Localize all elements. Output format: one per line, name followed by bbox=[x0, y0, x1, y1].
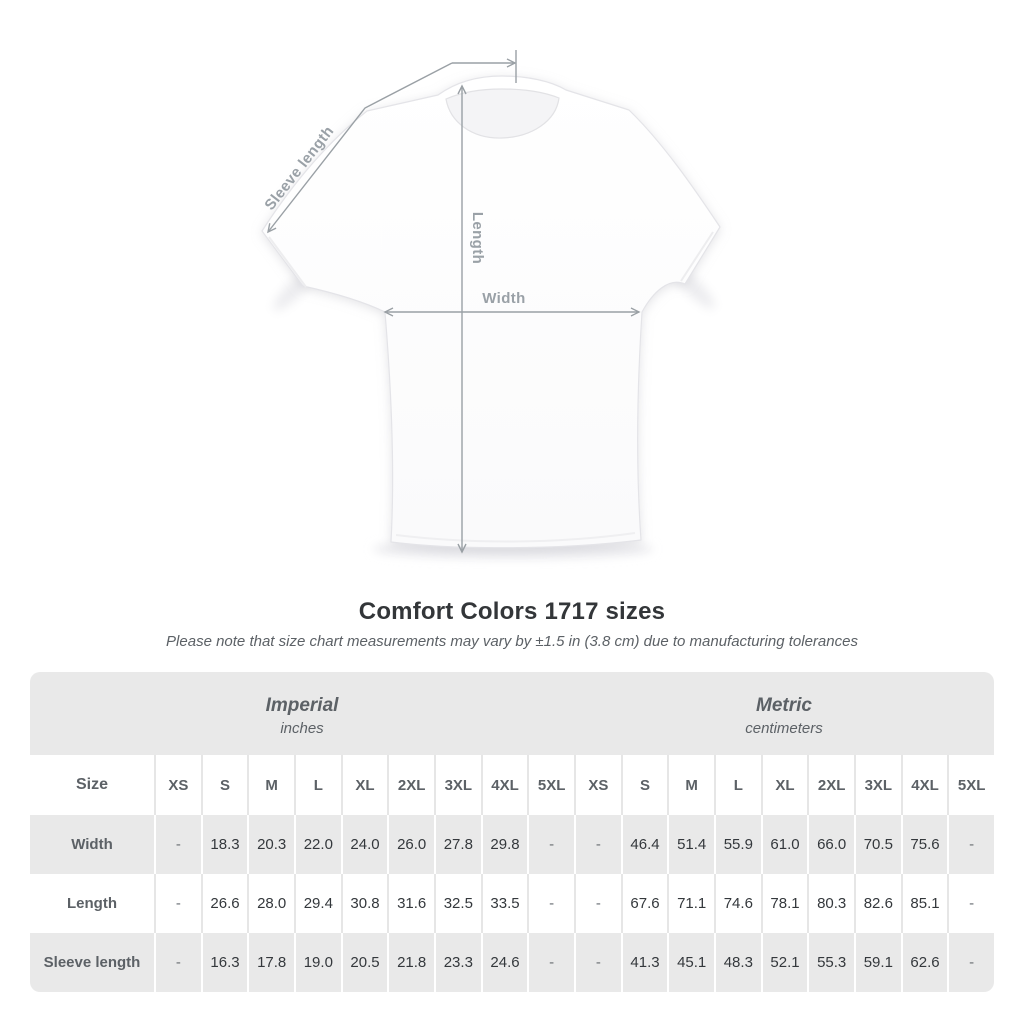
table-cell: - bbox=[947, 933, 994, 992]
table-cell: 17.8 bbox=[247, 933, 294, 992]
table-cell: 20.5 bbox=[340, 933, 388, 992]
tshirt-illustration: Sleeve length Length Width bbox=[261, 50, 721, 558]
table-cell: 30.8 bbox=[340, 874, 388, 933]
table-cell: 27.8 bbox=[434, 815, 481, 874]
table-cell: 45.1 bbox=[667, 933, 714, 992]
table-cell: 70.5 bbox=[854, 815, 901, 874]
table-cell: - bbox=[527, 933, 574, 992]
imperial-label: Imperial bbox=[265, 694, 339, 716]
table-cell: 55.3 bbox=[807, 933, 854, 992]
table-cell: 82.6 bbox=[854, 874, 901, 933]
unit-band: Imperial inches Metric centimeters bbox=[30, 672, 994, 755]
table-cell: 59.1 bbox=[854, 933, 901, 992]
table-cell: 32.5 bbox=[434, 874, 481, 933]
unit-header-metric: Metric centimeters bbox=[574, 672, 994, 755]
size-grid: Size XS S M L XL 2XL 3XL 4XL 5XL XS S M L XL 2XL 3XL 4XL 5… bbox=[30, 755, 994, 992]
table-cell: - bbox=[527, 874, 574, 933]
table-cell: 33.5 bbox=[480, 874, 528, 933]
table-cell: 48.3 bbox=[714, 933, 761, 992]
table-cell: 62.6 bbox=[900, 933, 948, 992]
table-cell: - bbox=[154, 933, 201, 992]
table-cell: 21.8 bbox=[387, 933, 434, 992]
size-header-cell: 3XL bbox=[434, 755, 481, 815]
sleeve-stitch-right bbox=[680, 231, 714, 282]
size-header-cell: 2XL bbox=[387, 755, 434, 815]
table-cell: 74.6 bbox=[714, 874, 761, 933]
table-cell: 28.0 bbox=[247, 874, 294, 933]
table-cell: 22.0 bbox=[294, 815, 341, 874]
table-cell: 80.3 bbox=[807, 874, 854, 933]
unit-header-imperial: Imperial inches bbox=[30, 672, 574, 755]
metric-label: Metric bbox=[756, 694, 812, 716]
size-header-cell: XS bbox=[574, 755, 621, 815]
table-cell: - bbox=[947, 815, 994, 874]
table-cell: 26.6 bbox=[200, 874, 248, 933]
table-cell: 41.3 bbox=[620, 933, 668, 992]
table-cell: 85.1 bbox=[900, 874, 948, 933]
table-cell: 26.0 bbox=[387, 815, 434, 874]
metric-unit: centimeters bbox=[745, 719, 823, 737]
table-cell: 24.6 bbox=[480, 933, 528, 992]
table-cell: 61.0 bbox=[760, 815, 808, 874]
table-cell: 52.1 bbox=[760, 933, 808, 992]
hem-stitch bbox=[395, 532, 636, 543]
tshirt-collar bbox=[445, 88, 560, 139]
size-header-cell: 3XL bbox=[854, 755, 901, 815]
row-label: Length bbox=[30, 874, 154, 933]
table-cell: - bbox=[947, 874, 994, 933]
table-cell: 31.6 bbox=[387, 874, 434, 933]
imperial-unit: inches bbox=[280, 719, 324, 737]
table-cell: - bbox=[574, 874, 621, 933]
table-cell: 67.6 bbox=[620, 874, 668, 933]
table-cell: 16.3 bbox=[200, 933, 248, 992]
size-header-cell: 4XL bbox=[480, 755, 528, 815]
table-cell: - bbox=[154, 815, 201, 874]
table-cell: 46.4 bbox=[620, 815, 668, 874]
table-cell: 24.0 bbox=[340, 815, 388, 874]
sleeve-length-line bbox=[267, 62, 453, 234]
width-label: Width bbox=[482, 290, 526, 307]
size-table: Imperial inches Metric centimeters Size X… bbox=[30, 672, 994, 992]
table-cell: 20.3 bbox=[247, 815, 294, 874]
table-cell: 19.0 bbox=[294, 933, 341, 992]
table-cell: 23.3 bbox=[434, 933, 481, 992]
size-header-cell: M bbox=[667, 755, 714, 815]
row-label: Width bbox=[30, 815, 154, 874]
size-header-cell: S bbox=[620, 755, 668, 815]
size-header-cell: L bbox=[714, 755, 761, 815]
table-cell: 71.1 bbox=[667, 874, 714, 933]
table-cell: 29.4 bbox=[294, 874, 341, 933]
row-label: Sleeve length bbox=[30, 933, 154, 992]
table-cell: - bbox=[527, 815, 574, 874]
page-subtitle: Please note that size chart measurements… bbox=[166, 633, 858, 650]
table-cell: 78.1 bbox=[760, 874, 808, 933]
table-cell: - bbox=[154, 874, 201, 933]
table-cell: 18.3 bbox=[200, 815, 248, 874]
table-cell: 55.9 bbox=[714, 815, 761, 874]
size-column-header: Size bbox=[30, 755, 154, 815]
length-label: Length bbox=[469, 212, 486, 264]
size-header-cell: 5XL bbox=[947, 755, 994, 815]
size-header-cell: XL bbox=[340, 755, 388, 815]
table-cell: 66.0 bbox=[807, 815, 854, 874]
table-cell: 51.4 bbox=[667, 815, 714, 874]
size-header-cell: L bbox=[294, 755, 341, 815]
table-cell: - bbox=[574, 815, 621, 874]
table-cell: - bbox=[574, 933, 621, 992]
size-header-cell: M bbox=[247, 755, 294, 815]
size-header-cell: 5XL bbox=[527, 755, 574, 815]
page-title: Comfort Colors 1717 sizes bbox=[358, 598, 666, 625]
size-header-cell: S bbox=[200, 755, 248, 815]
size-header-cell: 2XL bbox=[807, 755, 854, 815]
size-header-cell: 4XL bbox=[900, 755, 948, 815]
table-cell: 29.8 bbox=[480, 815, 528, 874]
size-header-cell: XL bbox=[760, 755, 808, 815]
sleeve-stitch-left bbox=[268, 236, 307, 288]
table-cell: 75.6 bbox=[900, 815, 948, 874]
size-header-cell: XS bbox=[154, 755, 201, 815]
